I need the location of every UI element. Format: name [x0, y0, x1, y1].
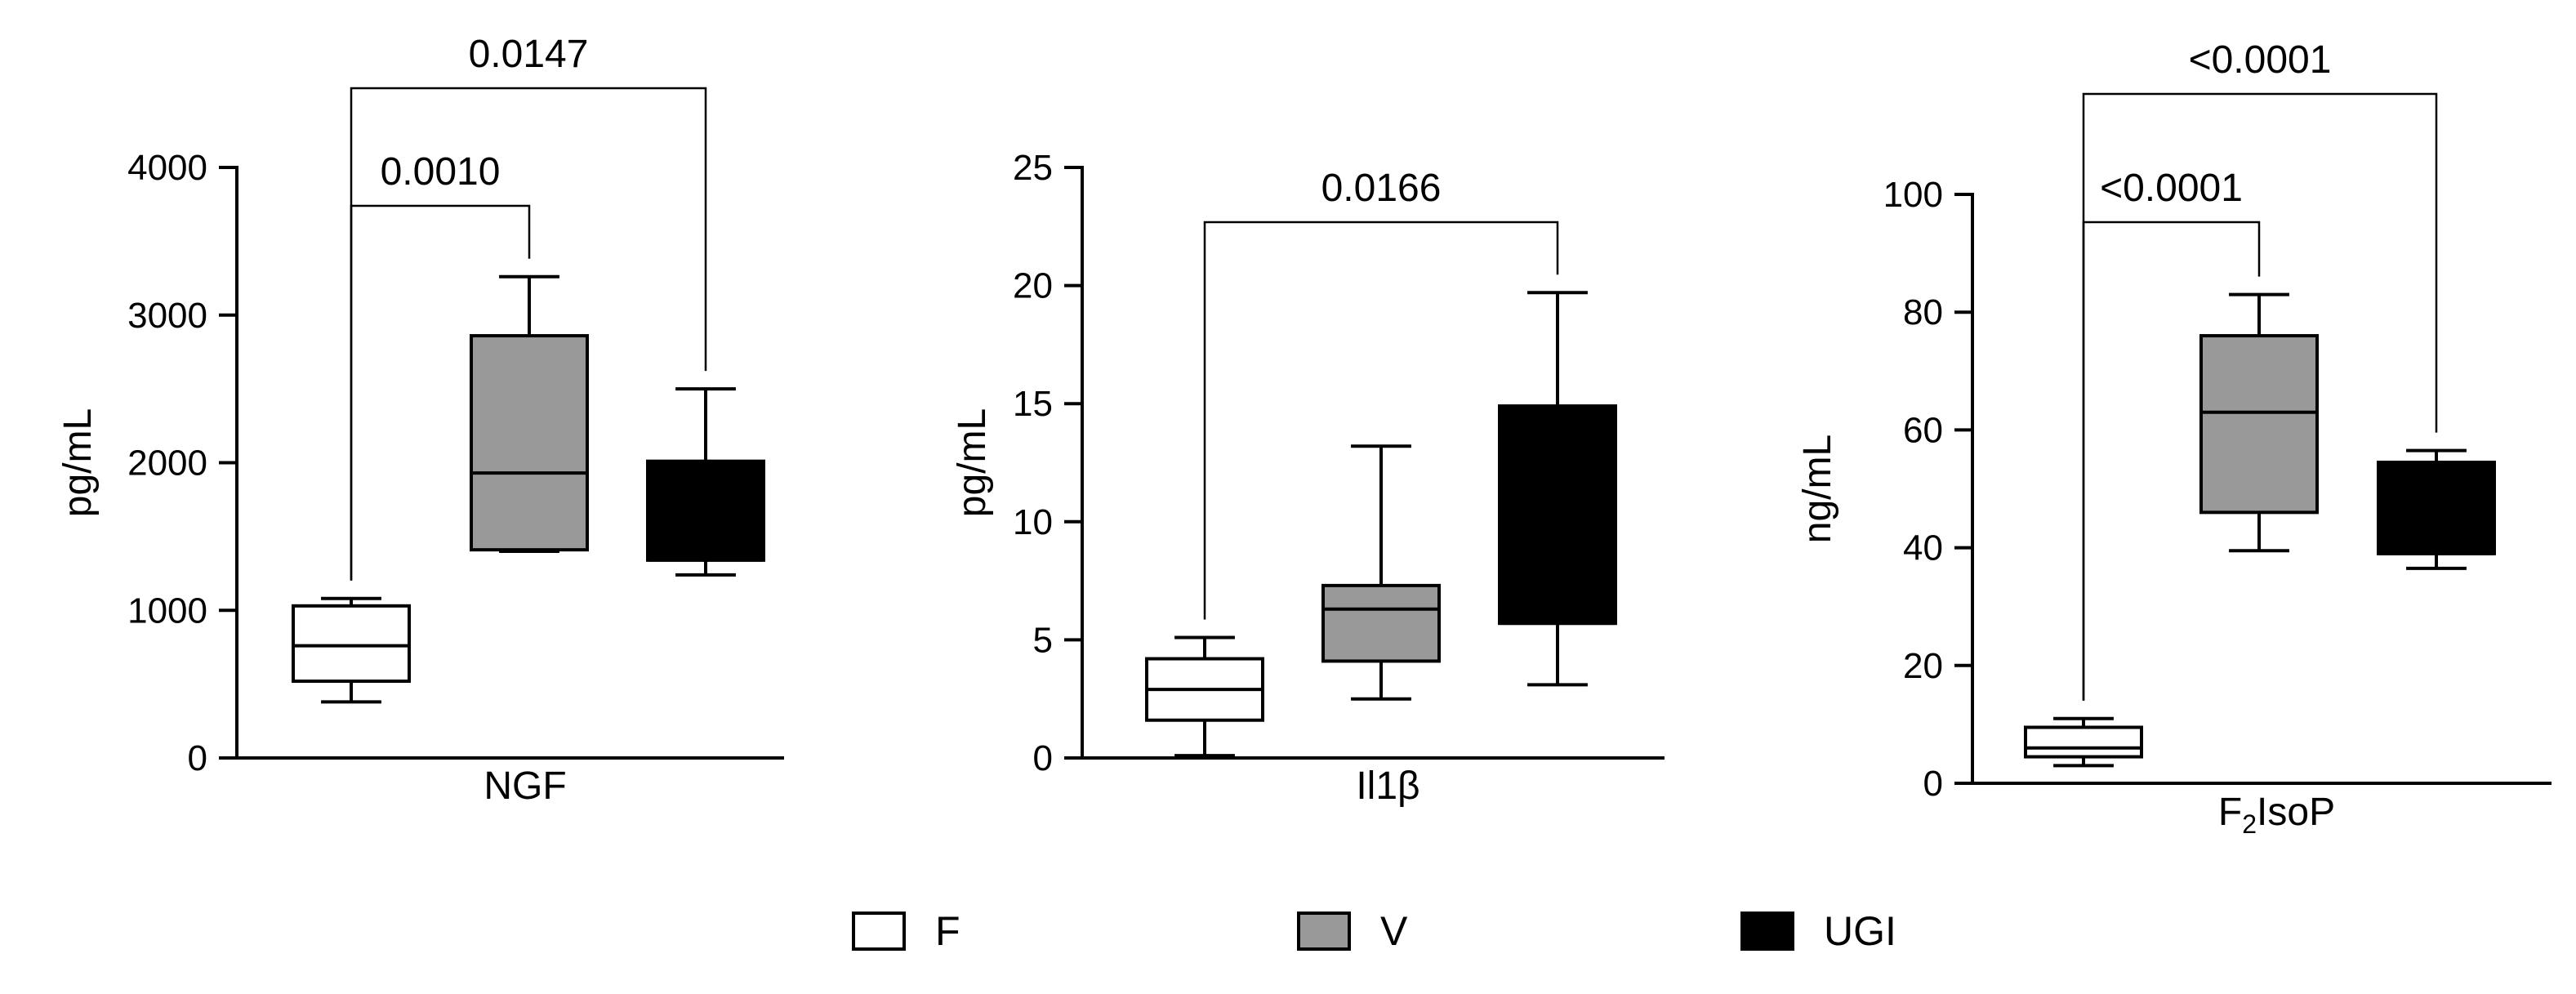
legend-swatch	[853, 913, 904, 949]
p-value-label: <0.0001	[2189, 38, 2332, 82]
y-tick-label: 20	[1013, 266, 1053, 306]
box-iqr	[648, 461, 764, 560]
box-iqr	[1323, 586, 1439, 662]
box-v	[1323, 446, 1439, 698]
y-tick-label: 0	[1033, 738, 1053, 778]
legend-swatch	[1742, 913, 1793, 949]
y-tick-label: 20	[1903, 646, 1943, 686]
box-f	[293, 599, 409, 702]
p-value-label: 0.0010	[381, 150, 501, 194]
x-axis-label: NGF	[484, 764, 566, 808]
panel-ngf: 0 1000 2000 3000 4000 pg/mL NGF 0.0010 0.0147	[56, 33, 784, 808]
y-tick-label: 40	[1903, 528, 1943, 568]
y-tick-label: 2000	[127, 444, 207, 484]
y-tick-label: 10	[1013, 502, 1053, 542]
y-tick-label: 15	[1013, 384, 1053, 424]
legend: F V UGI	[853, 908, 1896, 954]
x-axis-label: F2IsoP	[2218, 791, 2335, 839]
x-axis-label: Il1β	[1356, 764, 1419, 808]
y-axis-label: pg/mL	[56, 408, 100, 517]
legend-label: V	[1380, 908, 1408, 954]
box-iqr	[2026, 728, 2141, 757]
panel-il1b: 0 5 10 15 20 25 pg/mL Il1β 0.0166	[951, 148, 1665, 808]
legend-swatch	[1299, 913, 1349, 949]
y-tick-label: 4000	[127, 148, 207, 188]
box-iqr	[471, 336, 587, 550]
y-tick-label: 100	[1883, 175, 1943, 215]
box-f	[2026, 719, 2141, 766]
y-axis-label: ng/mL	[1796, 435, 1839, 543]
box-ugi	[648, 389, 764, 575]
p-value-label: 0.0147	[469, 33, 589, 76]
y-tick-label: 0	[1923, 764, 1943, 804]
legend-label: UGI	[1824, 908, 1896, 954]
legend-item-ugi: UGI	[1742, 908, 1896, 954]
p-value-label: <0.0001	[2100, 167, 2243, 210]
panel-f2isop: 0 20 40 60 80 100 ng/mL F2IsoP <0.0001 <0.0001	[1796, 38, 2551, 839]
box-iqr	[2378, 462, 2494, 554]
box-iqr	[293, 606, 409, 681]
y-tick-label: 5	[1033, 620, 1053, 660]
box-iqr	[1500, 406, 1616, 623]
box-v	[2201, 295, 2317, 551]
legend-item-f: F	[853, 908, 960, 954]
box-iqr	[2201, 336, 2317, 512]
y-tick-label: 60	[1903, 410, 1943, 450]
box-v	[471, 277, 587, 551]
y-tick-label: 1000	[127, 591, 207, 631]
y-tick-label: 25	[1013, 148, 1053, 188]
y-tick-label: 3000	[127, 296, 207, 336]
y-axis-label: pg/mL	[951, 408, 994, 517]
box-ugi	[1500, 292, 1616, 684]
box-ugi	[2378, 451, 2494, 568]
y-tick-label: 0	[188, 738, 207, 778]
legend-item-v: V	[1299, 908, 1408, 954]
y-tick-label: 80	[1903, 292, 1943, 332]
box-f	[1147, 638, 1263, 756]
legend-label: F	[935, 908, 960, 954]
p-value-label: 0.0166	[1321, 167, 1442, 210]
